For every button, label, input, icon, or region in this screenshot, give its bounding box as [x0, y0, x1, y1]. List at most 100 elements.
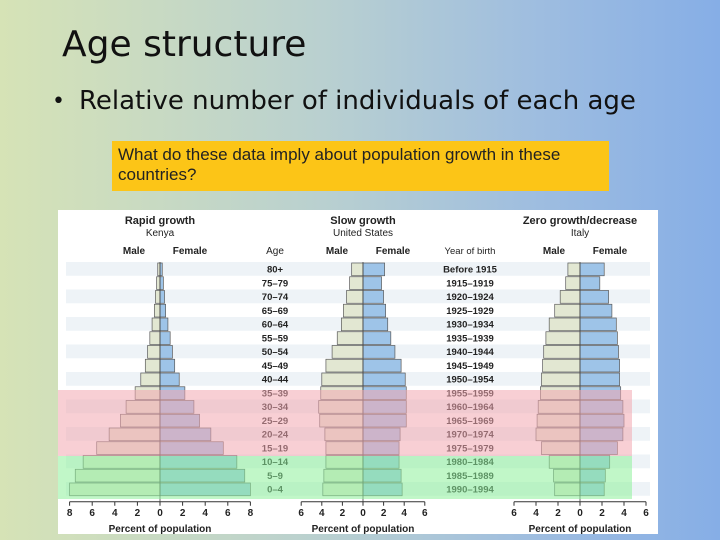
- male-bar: [543, 345, 581, 359]
- age-tick-label: 60–64: [262, 320, 289, 331]
- female-bar: [362, 276, 382, 290]
- x-tick-label: 4: [533, 508, 539, 519]
- male-bar: [567, 262, 581, 277]
- age-tick-label: 65–69: [262, 306, 288, 317]
- female-bar: [159, 276, 164, 290]
- pyramid-country: Kenya: [146, 228, 175, 239]
- female-label: Female: [376, 246, 411, 257]
- male-bar: [321, 372, 364, 387]
- x-tick-label: 2: [599, 508, 605, 519]
- male-bar: [548, 317, 581, 332]
- female-bar: [579, 290, 609, 304]
- male-label: Male: [326, 246, 349, 257]
- pyramid-title: Slow growth: [330, 215, 396, 227]
- bullet-icon: •: [52, 88, 65, 114]
- male-bar: [336, 331, 364, 345]
- female-bar: [579, 317, 617, 332]
- x-tick-label: 6: [89, 508, 95, 519]
- x-tick-label: 6: [422, 508, 428, 519]
- pyramid-title: Zero growth/decrease: [523, 215, 637, 227]
- female-bar: [579, 372, 620, 387]
- x-tick-label: 4: [112, 508, 118, 519]
- birth-year-label: 1920–1924: [446, 292, 494, 303]
- slide-title: Age structure: [62, 24, 307, 65]
- female-label: Female: [593, 246, 628, 257]
- x-tick-label: 8: [67, 508, 73, 519]
- male-bar: [343, 303, 364, 318]
- male-bar: [151, 317, 161, 332]
- female-label: Female: [173, 246, 208, 257]
- female-bar: [159, 345, 173, 359]
- female-bar: [362, 358, 402, 373]
- male-bar: [156, 276, 161, 290]
- x-axis-label: Percent of population: [109, 524, 212, 534]
- x-axis-label: Percent of population: [529, 524, 632, 534]
- male-bar: [554, 303, 581, 318]
- female-bar: [579, 276, 601, 290]
- male-bar: [565, 276, 581, 290]
- birth-year-label: 1925–1929: [446, 306, 494, 317]
- male-bar: [542, 358, 581, 373]
- male-bar: [346, 290, 364, 304]
- pyramid-country: Italy: [571, 228, 589, 239]
- age-tick-label: 50–54: [262, 347, 289, 358]
- birth-year-label: 1945–1949: [446, 361, 494, 372]
- male-label: Male: [543, 246, 566, 257]
- male-bar: [149, 331, 161, 345]
- male-bar: [545, 331, 581, 345]
- female-bar: [579, 331, 618, 345]
- female-bar: [159, 303, 167, 318]
- x-tick-label: 0: [577, 508, 583, 519]
- female-bar: [159, 372, 180, 387]
- female-bar: [159, 331, 171, 345]
- x-tick-label: 2: [135, 508, 141, 519]
- male-bar: [349, 276, 364, 290]
- male-bar: [140, 372, 161, 387]
- female-bar: [579, 358, 620, 373]
- bullet-text: Relative number of individuals of each a…: [78, 86, 636, 116]
- age-tick-label: 75–79: [262, 278, 288, 289]
- x-tick-label: 4: [202, 508, 208, 519]
- x-tick-label: 4: [621, 508, 627, 519]
- male-bar: [155, 290, 161, 304]
- age-tick-label: 70–74: [262, 292, 289, 303]
- female-bar: [579, 345, 619, 359]
- female-bar: [362, 290, 384, 304]
- birth-year-label: 1930–1934: [446, 320, 494, 331]
- age-tick-label: 45–49: [262, 361, 288, 372]
- female-bar: [579, 262, 605, 277]
- male-bar: [153, 303, 161, 318]
- age-tick-label: 40–44: [262, 375, 289, 386]
- female-bar: [362, 262, 385, 277]
- reproductive-age-band: [58, 390, 632, 456]
- x-tick-label: 6: [298, 508, 304, 519]
- birth-year-label: 1950–1954: [446, 375, 494, 386]
- x-tick-label: 6: [511, 508, 517, 519]
- x-tick-label: 8: [248, 508, 254, 519]
- female-bar: [159, 290, 165, 304]
- male-bar: [559, 290, 581, 304]
- birth-year-label: Before 1915: [443, 265, 498, 276]
- bullet-point: • Relative number of individuals of each…: [52, 86, 636, 116]
- female-bar: [159, 317, 169, 332]
- x-tick-label: 0: [360, 508, 366, 519]
- x-tick-label: 4: [401, 508, 407, 519]
- female-bar: [159, 358, 176, 373]
- x-tick-label: 2: [555, 508, 561, 519]
- pyramid-country: United States: [333, 228, 393, 239]
- x-tick-label: 2: [340, 508, 346, 519]
- x-tick-label: 4: [319, 508, 325, 519]
- female-bar: [362, 331, 392, 345]
- birth-year-label: 1935–1939: [446, 333, 494, 344]
- male-bar: [331, 345, 364, 359]
- male-bar: [341, 317, 364, 332]
- birth-year-label: 1940–1944: [446, 347, 494, 358]
- female-bar: [362, 317, 389, 332]
- question-box: What do these data imply about populatio…: [112, 141, 609, 191]
- male-bar: [147, 345, 161, 359]
- population-pyramids-figure: Rapid growth Kenya Male Female 8 6 4 2 0 2 4 6 8 Perc…: [58, 210, 658, 534]
- x-axis-label: Percent of population: [312, 524, 415, 534]
- female-bar: [362, 372, 406, 387]
- age-tick-label: 80+: [267, 265, 284, 276]
